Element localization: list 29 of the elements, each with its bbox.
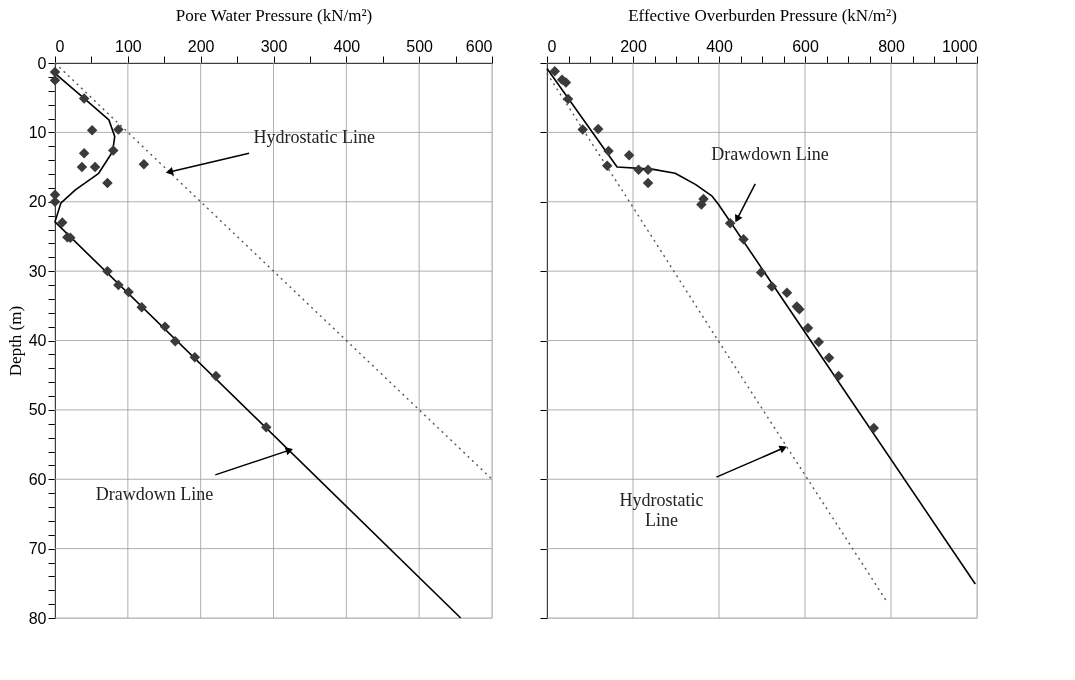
- x-tick-label: 500: [406, 37, 434, 55]
- x-tick-label: 0: [55, 37, 65, 55]
- x-tick-label: 800: [878, 37, 905, 55]
- x-tick-label: 600: [792, 37, 819, 55]
- y-tick-label: 20: [28, 193, 47, 211]
- x-tick-label: 200: [187, 37, 215, 55]
- y-tick-label: 30: [28, 262, 47, 280]
- annotation: Drawdown Line: [711, 144, 829, 165]
- x-tick-label: 300: [260, 37, 288, 55]
- annotation: Hydrostatic Line: [619, 490, 704, 531]
- annotation: Hydrostatic Line: [253, 126, 376, 147]
- y-tick-label: 10: [28, 123, 47, 141]
- x-tick-label: 600: [465, 37, 493, 55]
- y-tick-label: 0: [37, 54, 47, 72]
- y-axis-title: Depth (m): [5, 305, 25, 377]
- x-axis-title: Pore Water Pressure (kN/m²): [175, 5, 373, 25]
- x-tick-label: 200: [620, 37, 647, 55]
- y-tick-label: 40: [28, 332, 47, 349]
- x-tick-label: 400: [706, 37, 733, 55]
- x-tick-label: 100: [114, 37, 142, 55]
- y-tick-label: 50: [28, 401, 47, 419]
- x-axis-title: Effective Overburden Pressure (kN/m²): [628, 5, 897, 25]
- x-tick-label: 1000: [941, 37, 978, 55]
- x-tick-label: 400: [333, 37, 361, 55]
- y-tick-label: 70: [28, 540, 47, 558]
- y-tick-label: 60: [28, 470, 47, 488]
- x-tick-label: 0: [547, 37, 557, 55]
- annotation: Drawdown Line: [95, 484, 214, 505]
- y-tick-label: 80: [28, 609, 47, 627]
